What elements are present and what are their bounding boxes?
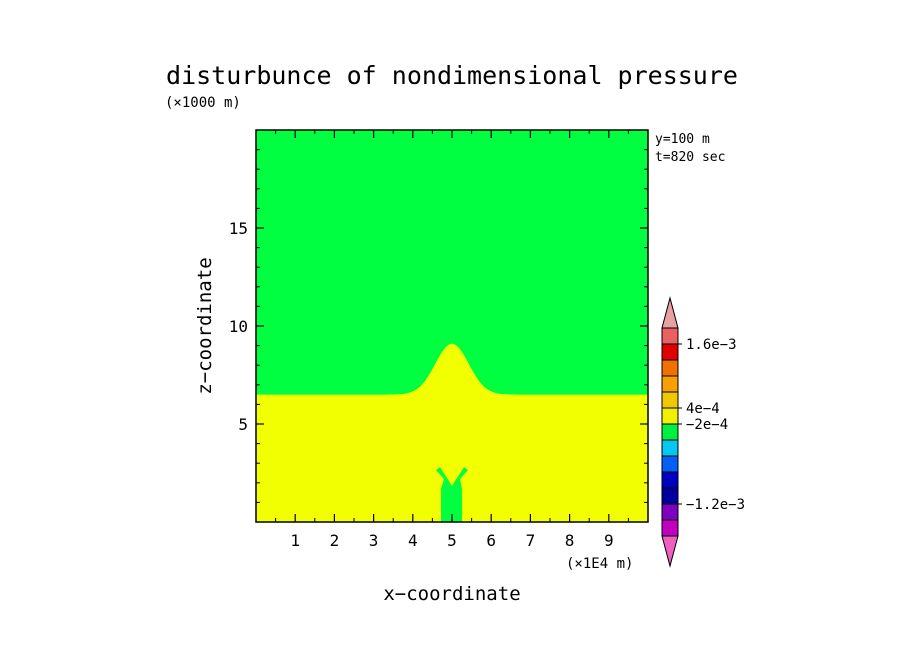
field-lower-region: [256, 343, 648, 522]
colorbar: 1.6e−3 4e−4−2e−4 −1.2e−3: [661, 296, 745, 568]
colorbar-label: 4e−4: [686, 401, 720, 417]
colorbar-segment: [661, 487, 679, 505]
colorbar-segment: [661, 359, 679, 377]
x-tick-label: 4: [408, 531, 418, 550]
x-tick-label: 3: [369, 531, 379, 550]
y-tick-label: 15: [229, 219, 248, 238]
x-axis-label: x−coordinate: [383, 583, 520, 605]
field-plume: [436, 467, 468, 522]
colorbar-segment: [661, 503, 679, 521]
colorbar-segment: [661, 455, 679, 473]
colorbar-segment: [661, 471, 679, 489]
x-tick-label: 9: [604, 531, 614, 550]
x-tick-label: 6: [486, 531, 496, 550]
annotation-t: t=820 sec: [655, 150, 725, 165]
x-axis-unit: (×1E4 m): [566, 556, 633, 572]
colorbar-bottom-arrow: [661, 535, 679, 568]
colorbar-segment: [661, 407, 679, 425]
colorbar-segment: [661, 391, 679, 409]
y-axis-label: z−coordinate: [194, 257, 216, 394]
y-axis-unit: (×1000 m): [165, 95, 241, 111]
x-axis-ticks: 1 2 3 4 5 6 7 8 9: [275, 130, 629, 550]
colorbar-segment: [661, 327, 679, 345]
chart-title: disturbunce of nondimensional pressure: [166, 61, 738, 90]
colorbar-segment: [661, 519, 679, 537]
x-tick-label: 2: [330, 531, 340, 550]
y-tick-label: 10: [229, 317, 248, 336]
colorbar-top-arrow: [661, 296, 679, 329]
field-plot: [256, 130, 648, 522]
colorbar-label: 1.6e−3: [686, 337, 737, 353]
colorbar-segment: [661, 375, 679, 393]
x-tick-label: 5: [447, 531, 457, 550]
colorbar-segment: [661, 439, 679, 457]
colorbar-label: −1.2e−3: [686, 497, 745, 513]
y-tick-label: 5: [238, 415, 248, 434]
x-tick-label: 8: [565, 531, 575, 550]
colorbar-label: −2e−4: [686, 417, 728, 433]
colorbar-segment: [661, 343, 679, 361]
colorbar-segment: [661, 423, 679, 441]
annotation-y: y=100 m: [655, 132, 710, 147]
x-tick-label: 7: [526, 531, 536, 550]
y-axis-ticks: 5 10 15: [229, 149, 648, 503]
x-tick-label: 1: [290, 531, 300, 550]
